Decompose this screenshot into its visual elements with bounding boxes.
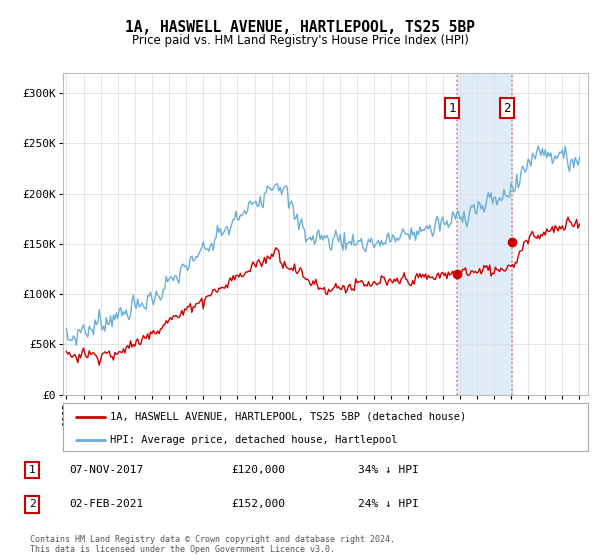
Text: 1A, HASWELL AVENUE, HARTLEPOOL, TS25 5BP (detached house): 1A, HASWELL AVENUE, HARTLEPOOL, TS25 5BP… bbox=[110, 412, 467, 422]
Text: 1: 1 bbox=[29, 465, 35, 475]
Text: £152,000: £152,000 bbox=[231, 500, 285, 510]
Text: HPI: Average price, detached house, Hartlepool: HPI: Average price, detached house, Hart… bbox=[110, 435, 398, 445]
Text: 02-FEB-2021: 02-FEB-2021 bbox=[70, 500, 144, 510]
Text: Contains HM Land Registry data © Crown copyright and database right 2024.
This d: Contains HM Land Registry data © Crown c… bbox=[30, 535, 395, 554]
Text: £120,000: £120,000 bbox=[231, 465, 285, 475]
Text: Price paid vs. HM Land Registry's House Price Index (HPI): Price paid vs. HM Land Registry's House … bbox=[131, 34, 469, 46]
Text: 07-NOV-2017: 07-NOV-2017 bbox=[70, 465, 144, 475]
Bar bbox=[457, 73, 512, 395]
Text: 2: 2 bbox=[29, 500, 35, 510]
Text: 1: 1 bbox=[448, 101, 456, 114]
Text: 1A, HASWELL AVENUE, HARTLEPOOL, TS25 5BP: 1A, HASWELL AVENUE, HARTLEPOOL, TS25 5BP bbox=[125, 20, 475, 35]
Text: 24% ↓ HPI: 24% ↓ HPI bbox=[358, 500, 418, 510]
Text: 2: 2 bbox=[503, 101, 511, 114]
Text: 34% ↓ HPI: 34% ↓ HPI bbox=[358, 465, 418, 475]
